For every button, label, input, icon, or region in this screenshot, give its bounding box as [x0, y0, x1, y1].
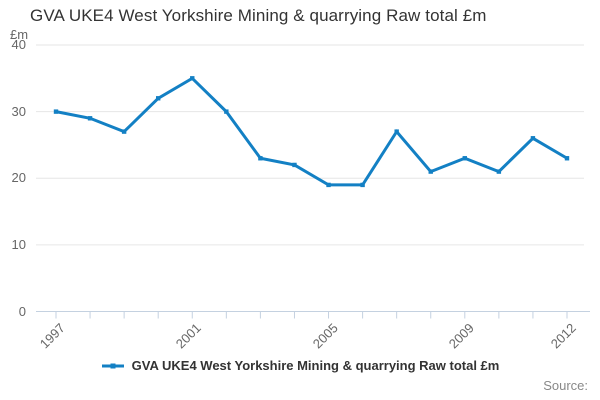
data-point-2002[interactable] [224, 109, 229, 114]
chart-title: GVA UKE4 West Yorkshire Mining & quarryi… [30, 6, 487, 25]
legend-line-marker-icon [101, 363, 124, 368]
data-point-2006[interactable] [360, 182, 365, 188]
source-label: Source: [543, 378, 588, 393]
data-point-2011[interactable] [530, 136, 536, 141]
data-point-2001[interactable] [190, 76, 195, 81]
y-tick-label-0: 0 [18, 303, 26, 319]
y-axis-unit-label: £m [10, 27, 29, 42]
series-line[interactable] [55, 76, 568, 187]
data-point-1998[interactable] [87, 116, 93, 121]
data-point-2008[interactable] [428, 169, 433, 174]
data-point-2005[interactable] [326, 182, 331, 188]
data-point-2003[interactable] [258, 156, 263, 161]
legend-series-label: GVA UKE4 West Yorkshire Mining & quarryi… [131, 358, 500, 373]
legend-item[interactable]: GVA UKE4 West Yorkshire Mining & quarryi… [101, 358, 500, 373]
y-tick-label-20: 20 [11, 170, 26, 186]
data-point-2007[interactable] [394, 129, 399, 134]
data-point-2009[interactable] [462, 156, 467, 161]
data-point-2000[interactable] [156, 96, 161, 101]
data-point-1999[interactable] [121, 129, 127, 134]
data-point-2010[interactable] [496, 169, 502, 174]
legend: GVA UKE4 West Yorkshire Mining & quarryi… [0, 358, 600, 373]
data-point-2012[interactable] [564, 156, 570, 161]
y-tick-label-10: 10 [11, 236, 26, 252]
data-point-1997[interactable] [53, 109, 59, 114]
y-tick-label-30: 30 [11, 103, 26, 119]
data-point-2004[interactable] [292, 162, 297, 168]
y-tick-label-40: 40 [11, 37, 26, 52]
plot-area[interactable] [0, 0, 600, 332]
